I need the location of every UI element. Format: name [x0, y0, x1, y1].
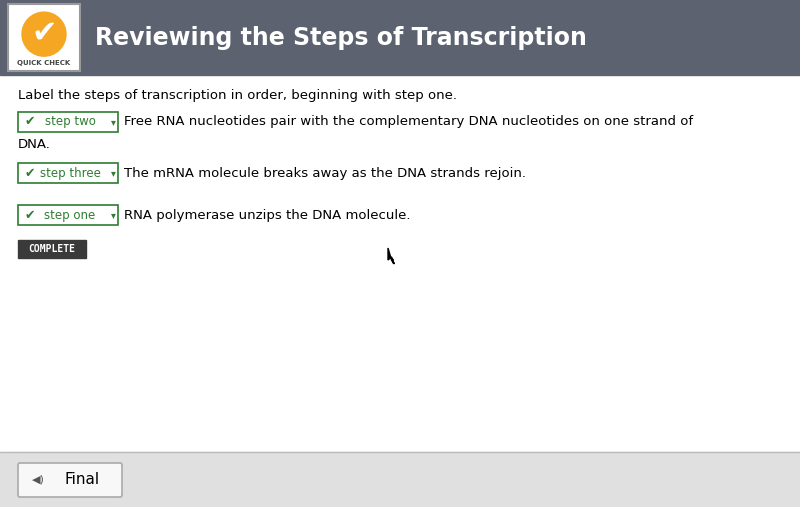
Text: ▾: ▾ — [110, 210, 115, 220]
Text: ✔: ✔ — [25, 116, 35, 128]
Bar — [18, 112, 118, 132]
Text: step one: step one — [44, 208, 96, 222]
Bar — [18, 205, 118, 225]
Text: QUICK CHECK: QUICK CHECK — [18, 60, 70, 66]
Text: step two: step two — [45, 116, 95, 128]
Bar — [8, 4, 80, 71]
Bar — [0, 452, 800, 507]
Bar — [18, 240, 86, 258]
Text: DNA.: DNA. — [18, 138, 51, 152]
Text: The mRNA molecule breaks away as the DNA strands rejoin.: The mRNA molecule breaks away as the DNA… — [124, 166, 526, 179]
Text: COMPLETE: COMPLETE — [29, 244, 75, 254]
Bar — [18, 163, 118, 183]
Text: Label the steps of transcription in order, beginning with step one.: Label the steps of transcription in orde… — [18, 89, 457, 102]
Text: ✔: ✔ — [25, 166, 35, 179]
Circle shape — [22, 12, 66, 56]
Bar — [0, 0, 800, 75]
Text: Reviewing the Steps of Transcription: Reviewing the Steps of Transcription — [95, 25, 587, 50]
Text: ◀): ◀) — [31, 475, 45, 485]
Text: RNA polymerase unzips the DNA molecule.: RNA polymerase unzips the DNA molecule. — [124, 208, 410, 222]
Text: ✔: ✔ — [25, 208, 35, 222]
Text: ✔: ✔ — [31, 19, 57, 48]
Text: step three: step three — [39, 166, 101, 179]
Text: Free RNA nucleotides pair with the complementary DNA nucleotides on one strand o: Free RNA nucleotides pair with the compl… — [124, 116, 693, 128]
Text: ▾: ▾ — [110, 117, 115, 127]
Bar — [0, 75, 800, 452]
Text: ▾: ▾ — [110, 168, 115, 178]
Polygon shape — [388, 248, 394, 264]
Text: Final: Final — [65, 473, 99, 488]
FancyBboxPatch shape — [18, 463, 122, 497]
